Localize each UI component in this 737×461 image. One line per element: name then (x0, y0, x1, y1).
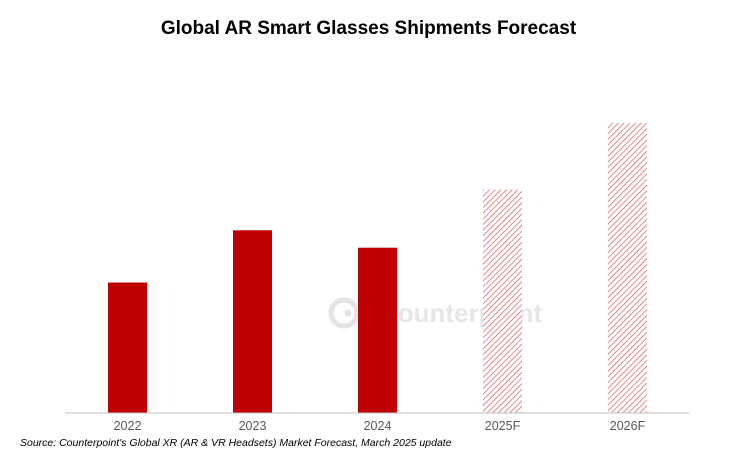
x-tick-label: 2026F (610, 419, 646, 433)
x-tick-label: 2023 (239, 419, 267, 433)
bars-group (108, 123, 647, 413)
x-tick-label: 2024 (364, 419, 392, 433)
bar-2025f (483, 189, 522, 413)
x-tick-label: 2025F (485, 419, 521, 433)
bar-2024 (358, 247, 397, 413)
bar-2023 (233, 230, 272, 413)
x-tick-label: 2022 (114, 419, 142, 433)
watermark-logo-dot (344, 309, 352, 317)
x-tick-labels: 2022 2023 2024 2025F 2026F (114, 419, 646, 433)
chart-title: Global AR Smart Glasses Shipments Foreca… (160, 18, 577, 39)
bar-2026f (608, 123, 647, 413)
bar-2022 (108, 282, 147, 413)
watermark-logo-icon (328, 297, 360, 329)
source-note: Source: Counterpoint's Global XR (AR & V… (20, 437, 452, 449)
